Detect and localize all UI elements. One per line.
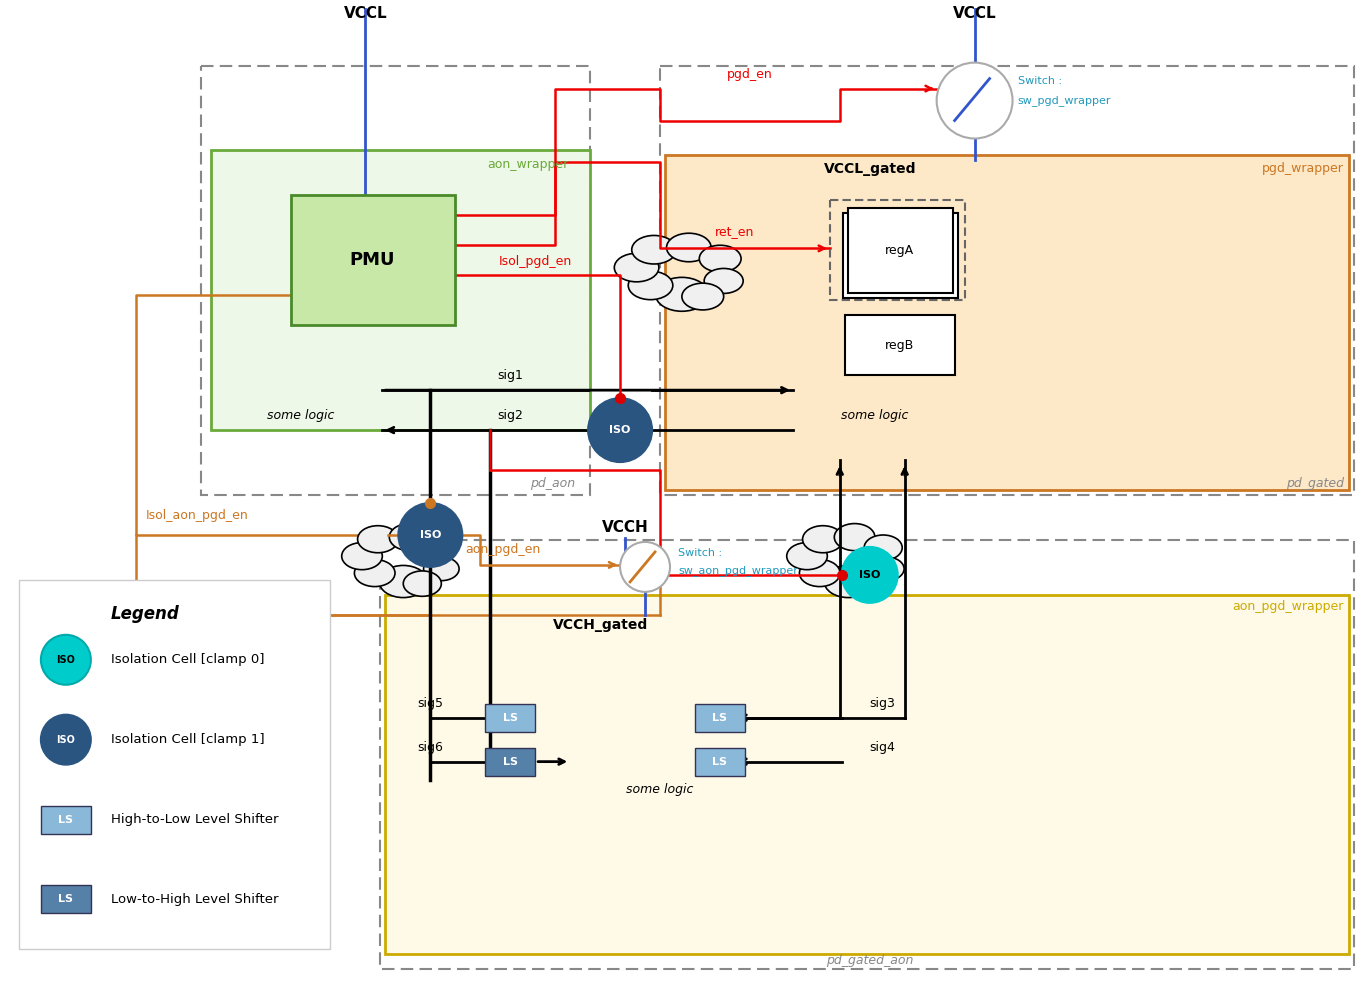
FancyBboxPatch shape bbox=[848, 208, 953, 293]
Circle shape bbox=[41, 635, 91, 685]
FancyBboxPatch shape bbox=[211, 150, 590, 430]
Text: Isolation Cell [clamp 1]: Isolation Cell [clamp 1] bbox=[110, 733, 264, 746]
Text: sw_aon_pgd_wrapper: sw_aon_pgd_wrapper bbox=[677, 565, 797, 576]
Text: Isol_pgd_en: Isol_pgd_en bbox=[499, 255, 572, 268]
Circle shape bbox=[620, 542, 671, 592]
Text: sig3: sig3 bbox=[870, 697, 895, 710]
Text: ISO: ISO bbox=[420, 530, 442, 540]
Text: sig5: sig5 bbox=[417, 697, 443, 710]
FancyBboxPatch shape bbox=[290, 195, 455, 325]
Text: VCCL_gated: VCCL_gated bbox=[823, 162, 916, 176]
Text: regA: regA bbox=[885, 244, 915, 257]
Circle shape bbox=[398, 503, 462, 567]
FancyBboxPatch shape bbox=[485, 704, 536, 732]
Text: Switch :: Switch : bbox=[677, 548, 722, 558]
Text: High-to-Low Level Shifter: High-to-Low Level Shifter bbox=[110, 813, 278, 826]
Text: some logic: some logic bbox=[841, 409, 908, 422]
Circle shape bbox=[587, 398, 652, 462]
Text: Low-to-High Level Shifter: Low-to-High Level Shifter bbox=[110, 893, 278, 906]
Text: pd_aon: pd_aon bbox=[530, 477, 575, 490]
Text: aon_pgd_wrapper: aon_pgd_wrapper bbox=[1232, 600, 1344, 613]
FancyBboxPatch shape bbox=[695, 748, 746, 776]
Text: LS: LS bbox=[713, 757, 728, 767]
Text: LS: LS bbox=[59, 815, 74, 825]
FancyBboxPatch shape bbox=[665, 155, 1349, 490]
Text: aon_pgd_en: aon_pgd_en bbox=[465, 543, 541, 556]
Text: sig2: sig2 bbox=[497, 409, 523, 422]
Text: VCCH: VCCH bbox=[601, 520, 649, 535]
Text: pd_gated_aon: pd_gated_aon bbox=[826, 954, 913, 967]
Text: ISO: ISO bbox=[609, 425, 631, 435]
Text: Isol_aon_pgd_en: Isol_aon_pgd_en bbox=[146, 509, 248, 522]
Text: Isolation Cell [clamp 0]: Isolation Cell [clamp 0] bbox=[110, 653, 264, 666]
FancyBboxPatch shape bbox=[845, 315, 954, 375]
FancyBboxPatch shape bbox=[41, 885, 91, 913]
FancyBboxPatch shape bbox=[41, 806, 91, 834]
Text: LS: LS bbox=[713, 713, 728, 723]
Text: pd_gated: pd_gated bbox=[1287, 477, 1344, 490]
Text: LS: LS bbox=[503, 713, 518, 723]
Text: ISO: ISO bbox=[56, 735, 75, 745]
Text: ISO: ISO bbox=[56, 655, 75, 665]
Text: LS: LS bbox=[503, 757, 518, 767]
Text: regB: regB bbox=[885, 339, 915, 352]
Text: VCCH_gated: VCCH_gated bbox=[552, 618, 647, 632]
Text: some logic: some logic bbox=[267, 409, 334, 422]
Circle shape bbox=[936, 63, 1013, 139]
Text: ISO: ISO bbox=[859, 570, 880, 580]
Text: sig4: sig4 bbox=[870, 741, 895, 754]
Text: Switch :: Switch : bbox=[1018, 76, 1062, 86]
Text: VCCL: VCCL bbox=[343, 6, 387, 21]
FancyBboxPatch shape bbox=[695, 704, 746, 732]
Text: pgd_en: pgd_en bbox=[726, 68, 773, 81]
Text: VCCL: VCCL bbox=[953, 6, 996, 21]
Text: PMU: PMU bbox=[350, 251, 395, 269]
Circle shape bbox=[41, 715, 91, 765]
Text: sig6: sig6 bbox=[417, 741, 443, 754]
Text: LS: LS bbox=[59, 894, 74, 904]
FancyBboxPatch shape bbox=[386, 595, 1349, 954]
Text: ret_en: ret_en bbox=[716, 225, 754, 238]
Text: sw_pgd_wrapper: sw_pgd_wrapper bbox=[1018, 95, 1111, 106]
Circle shape bbox=[842, 547, 898, 603]
Text: sig1: sig1 bbox=[497, 369, 523, 382]
FancyBboxPatch shape bbox=[19, 580, 330, 949]
Text: Legend: Legend bbox=[110, 605, 179, 623]
Text: aon_wrapper: aon_wrapper bbox=[487, 158, 568, 171]
FancyBboxPatch shape bbox=[485, 748, 536, 776]
Text: pgd_wrapper: pgd_wrapper bbox=[1262, 162, 1344, 175]
Text: some logic: some logic bbox=[627, 783, 694, 796]
FancyBboxPatch shape bbox=[842, 213, 958, 298]
